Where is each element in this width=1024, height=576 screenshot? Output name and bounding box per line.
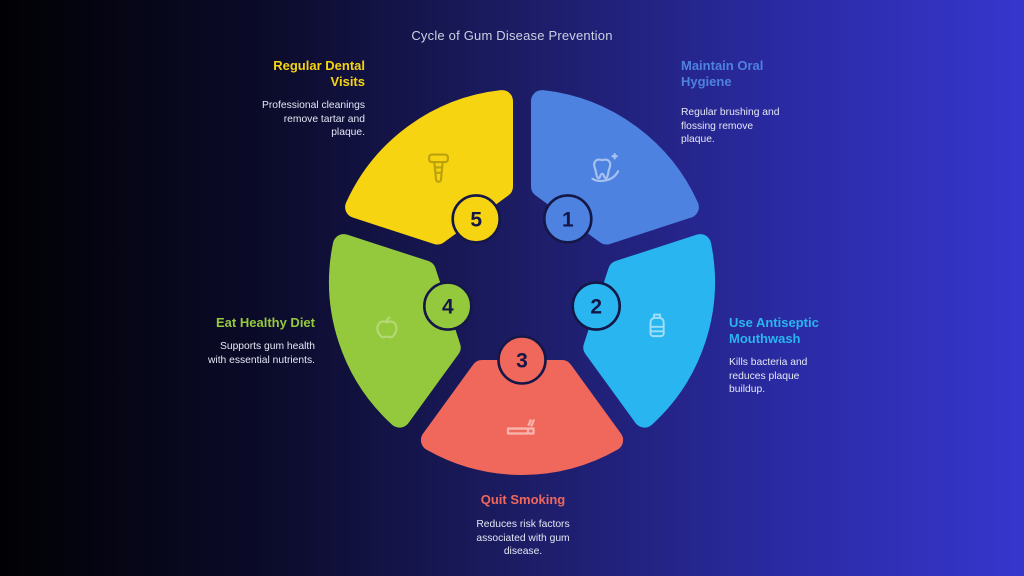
segment-wedge-3: [420, 360, 624, 475]
segment-number-disc-4: [422, 281, 473, 331]
mouthwash-bottle-icon: [649, 313, 665, 338]
cigarette-icon: [506, 419, 535, 435]
segment-number: 5: [470, 208, 482, 231]
segment-heading: Eat Healthy Diet: [216, 315, 315, 330]
segment-label-use-antiseptic-mouthwash: Use Antiseptic Mouthwash Kills bacteria …: [729, 315, 837, 397]
segment-label-maintain-oral-hygiene: Maintain Oral Hygiene Regular brushing a…: [681, 58, 787, 147]
segment-wedge-2: [583, 234, 715, 428]
segment-heading: Maintain Oral Hygiene: [681, 58, 764, 89]
segment-number: 2: [590, 296, 602, 319]
diagram-title: Cycle of Gum Disease Prevention: [411, 28, 613, 43]
segment-number-disc-2: [571, 281, 622, 331]
segment-label-eat-healthy-diet: Eat Healthy Diet Supports gum health wit…: [207, 315, 315, 367]
segment-label-regular-dental-visits: Regular Dental Visits Professional clean…: [247, 58, 365, 140]
segment-description: Regular brushing and flossing remove pla…: [681, 106, 780, 146]
segment-description: Kills bacteria and reduces plaque buildu…: [729, 356, 808, 396]
segment-number: 3: [516, 350, 528, 373]
segment-description: Reduces risk factors associated with gum…: [476, 518, 570, 558]
segment-description: Supports gum health with essential nutri…: [207, 340, 315, 366]
segment-number-disc-1: [542, 194, 593, 244]
segment-label-quit-smoking: Quit Smoking Reduces risk factors associ…: [437, 492, 609, 559]
segment-number-disc-5: [451, 194, 502, 244]
segment-wedge-4: [329, 234, 461, 428]
tooth-sparkle-icon: [591, 153, 620, 182]
segment-number: 1: [562, 208, 574, 231]
segment-heading: Use Antiseptic Mouthwash: [729, 315, 819, 346]
segment-number: 4: [442, 296, 454, 319]
apple-icon: [376, 316, 398, 339]
segment-description: Professional cleanings remove tartar and…: [261, 99, 365, 139]
dental-implant-icon: [428, 153, 449, 183]
segment-heading: Quit Smoking: [480, 492, 566, 507]
segment-number-disc-3: [497, 335, 547, 385]
segment-heading: Regular Dental Visits: [273, 58, 365, 89]
